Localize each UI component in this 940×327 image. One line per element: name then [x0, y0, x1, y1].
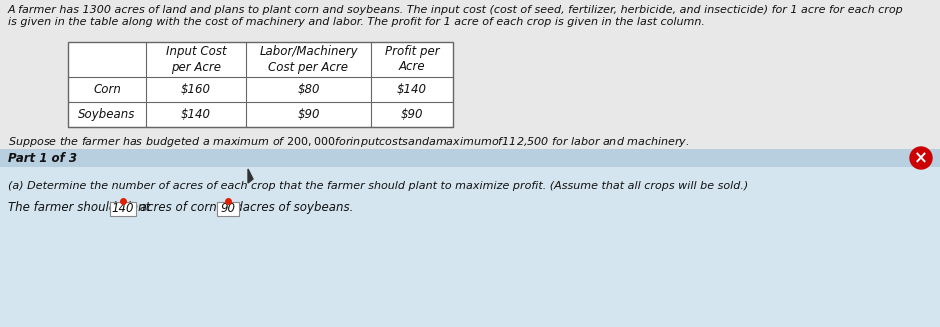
- Text: $90: $90: [297, 108, 320, 121]
- Bar: [0, 149, 940, 167]
- Text: A farmer has 1300 acres of land and plans to plant corn and soybeans. The input : A farmer has 1300 acres of land and plan…: [8, 5, 903, 15]
- Text: (a) Determine the number of acres of each crop that the farmer should plant to m: (a) Determine the number of acres of eac…: [8, 181, 748, 191]
- Bar: [68, 42, 453, 127]
- Text: Input Cost
per Acre: Input Cost per Acre: [165, 45, 227, 74]
- Bar: [110, 202, 136, 216]
- Text: Profit per
Acre: Profit per Acre: [384, 45, 439, 74]
- Text: $80: $80: [297, 83, 320, 96]
- Text: $140: $140: [181, 108, 211, 121]
- Text: $160: $160: [181, 83, 211, 96]
- Text: $90: $90: [400, 108, 423, 121]
- Polygon shape: [248, 169, 253, 183]
- Text: The farmer should plant: The farmer should plant: [8, 201, 154, 214]
- Bar: [217, 202, 239, 216]
- Text: Labor/Machinery
Cost per Acre: Labor/Machinery Cost per Acre: [259, 45, 358, 74]
- Text: Soybeans: Soybeans: [78, 108, 135, 121]
- Text: acres of soybeans.: acres of soybeans.: [239, 201, 353, 214]
- Text: Suppose the farmer has budgeted a maximum of $200,000 for input costs and a maxi: Suppose the farmer has budgeted a maximu…: [8, 135, 690, 149]
- Text: $140: $140: [397, 83, 427, 96]
- Text: acres of corn and: acres of corn and: [136, 201, 246, 214]
- Text: 140: 140: [112, 202, 134, 215]
- Text: 90: 90: [220, 202, 235, 215]
- Text: Part 1 of 3: Part 1 of 3: [8, 151, 77, 164]
- Text: ×: ×: [914, 149, 928, 167]
- Text: is given in the table along with the cost of machinery and labor. The profit for: is given in the table along with the cos…: [8, 17, 705, 27]
- Bar: [0, 167, 940, 327]
- Circle shape: [910, 147, 932, 169]
- Text: Corn: Corn: [93, 83, 121, 96]
